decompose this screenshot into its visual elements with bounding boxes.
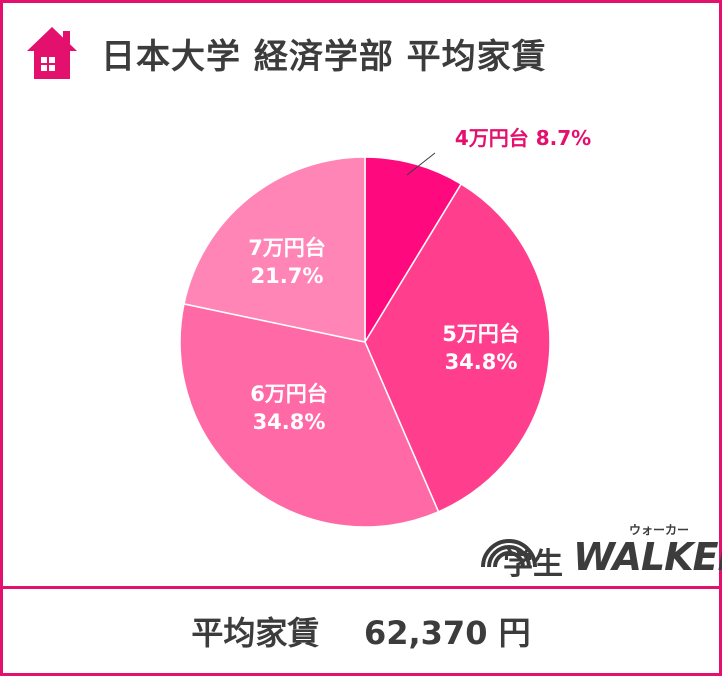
average-rent-label: 平均家賃: [191, 614, 320, 652]
pie-slice: [364, 156, 463, 345]
logo-gakusei: 学生: [503, 547, 563, 582]
logo-arc-icon: [481, 539, 537, 568]
page-title: 日本大学 経済学部 平均家賃: [101, 36, 547, 77]
slice-label: 4万円台 8.7%: [455, 126, 591, 150]
average-rent-value: 62,370 円: [363, 614, 531, 652]
gakusei-walker-logo: 学生 ウォーカー WALKER: [477, 515, 722, 582]
slice-value-label: 34.8%: [253, 410, 326, 434]
pie-chart-svg: 4万円台 8.7% 5万円台 34.8% 6万円台 34.8% 7万円台 21.7%: [179, 126, 591, 528]
pie-slice: [183, 156, 366, 343]
house-icon: [27, 27, 77, 79]
header: 日本大学 経済学部 平均家賃: [25, 21, 547, 85]
spacer: [319, 612, 364, 650]
slice-label: 5万円台: [442, 322, 520, 346]
slice-label: 7万円台: [248, 236, 326, 260]
slice-label: 6万円台: [250, 382, 328, 406]
pie-chart: 4万円台 8.7% 5万円台 34.8% 6万円台 34.8% 7万円台 21.7%: [3, 3, 722, 588]
slice-value-label: 34.8%: [445, 350, 518, 374]
logo-kana: ウォーカー: [629, 523, 690, 537]
average-rent-footer: 平均家賃 62,370 円: [3, 589, 719, 673]
logo-walker: WALKER: [573, 535, 722, 579]
divider: [3, 586, 719, 589]
pie-slice: [179, 303, 440, 528]
slice-value-label: 21.7%: [251, 264, 324, 288]
pie-slice: [364, 182, 551, 513]
leader-line: [406, 152, 436, 176]
